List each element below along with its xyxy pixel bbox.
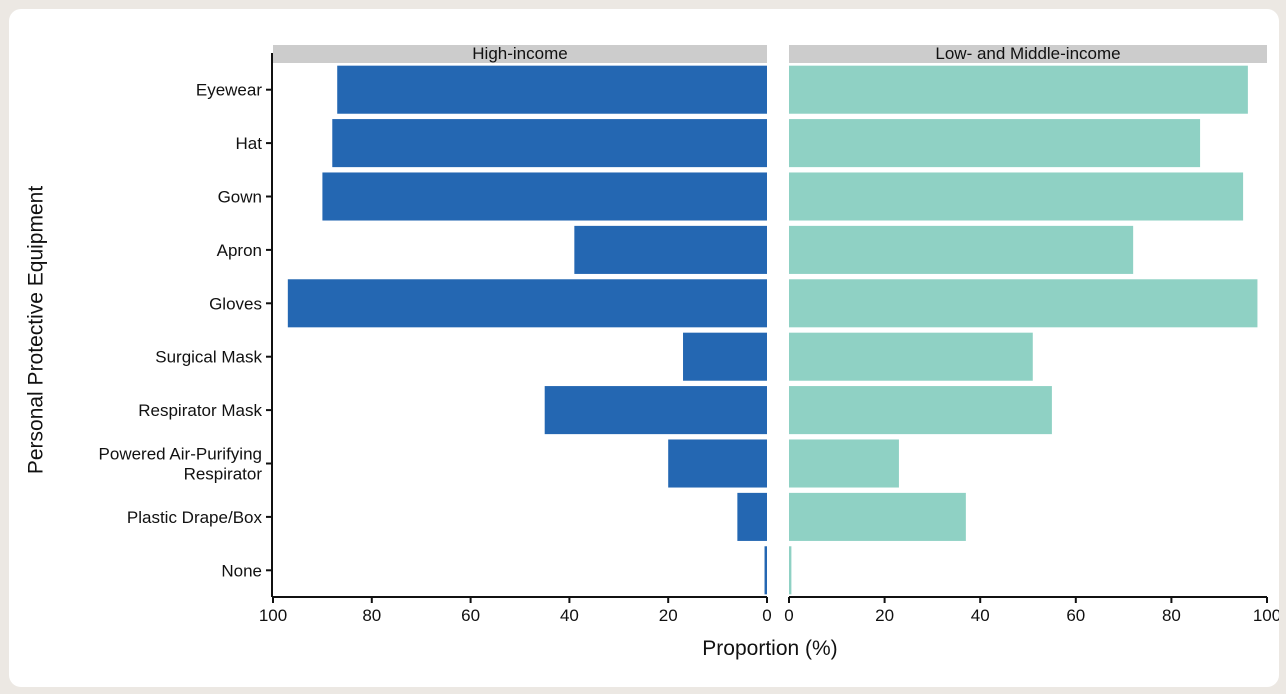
bar-low-middle-income-plastic-drape-box — [789, 492, 966, 541]
bar-high-income-gloves — [287, 279, 767, 328]
category-label-powered-air-purifying-respirator: Powered Air-Purifying Respirator — [99, 445, 263, 484]
category-label-gown: Gown — [218, 188, 262, 207]
chart-svg: High-income Low- and Middle-income 0 0 20 20… — [25, 44, 1279, 660]
bar-low-middle-income-apron — [789, 225, 1134, 274]
category-label-none: None — [221, 561, 262, 580]
x-tick-label-left-80: 80 — [362, 606, 381, 625]
x-tick-label-right-0: 0 — [784, 606, 793, 625]
category-label-plastic-drape-box: Plastic Drape/Box — [127, 508, 263, 527]
facet-strip-1 — [273, 45, 767, 63]
bar-high-income-gown — [322, 172, 767, 221]
x-tick-label-right-20: 20 — [875, 606, 894, 625]
bar-high-income-hat — [332, 119, 767, 168]
category-label-hat: Hat — [236, 134, 263, 153]
bar-low-middle-income-surgical-mask — [789, 332, 1033, 381]
bar-high-income-plastic-drape-box — [737, 492, 767, 541]
bar-low-middle-income-eyewear — [789, 65, 1248, 114]
category-label-line-1: Powered Air-Purifying — [99, 445, 262, 464]
x-tick-label-right-40: 40 — [971, 606, 990, 625]
bar-low-middle-income-respirator-mask — [789, 386, 1052, 435]
x-tick-label-right-80: 80 — [1162, 606, 1181, 625]
category-label-apron: Apron — [217, 241, 262, 260]
x-tick-label-left-60: 60 — [461, 606, 480, 625]
x-tick-label-right-100: 100 — [1253, 606, 1279, 625]
bar-high-income-none — [764, 546, 767, 595]
bar-high-income-respirator-mask — [544, 386, 767, 435]
bar-low-middle-income-hat — [789, 119, 1201, 168]
category-label-surgical-mask: Surgical Mask — [155, 348, 262, 367]
x-axis-title: Proportion (%) — [702, 637, 837, 660]
bar-high-income-powered-air-purifying-respirator — [668, 439, 767, 488]
bar-high-income-apron — [574, 225, 767, 274]
x-tick-label-left-40: 40 — [560, 606, 579, 625]
category-label-eyewear: Eyewear — [196, 81, 262, 100]
bar-low-middle-income-gown — [789, 172, 1244, 221]
bar-high-income-surgical-mask — [683, 332, 767, 381]
bar-high-income-eyewear — [337, 65, 767, 114]
bar-low-middle-income-gloves — [789, 279, 1258, 328]
x-tick-label-left-0: 0 — [762, 606, 771, 625]
y-axis-title: Personal Protective Equipment — [25, 186, 48, 474]
x-tick-label-left-100: 100 — [259, 606, 287, 625]
x-tick-label-right-60: 60 — [1066, 606, 1085, 625]
facet-strip-label-high-income: High-income — [472, 44, 567, 63]
category-label-respirator-mask: Respirator Mask — [138, 401, 262, 420]
category-label-gloves: Gloves — [209, 294, 262, 313]
facet-strip-label-low-and-middle-income: Low- and Middle-income — [935, 44, 1120, 63]
chart-panel: High-income Low- and Middle-income 0 0 20 20… — [9, 9, 1279, 687]
facet-strip-2 — [789, 45, 1267, 63]
category-label-line-2: Respirator — [184, 465, 263, 484]
bar-low-middle-income-powered-air-purifying-respirator — [789, 439, 899, 488]
x-tick-label-left-20: 20 — [659, 606, 678, 625]
bar-low-middle-income-none — [789, 546, 792, 595]
